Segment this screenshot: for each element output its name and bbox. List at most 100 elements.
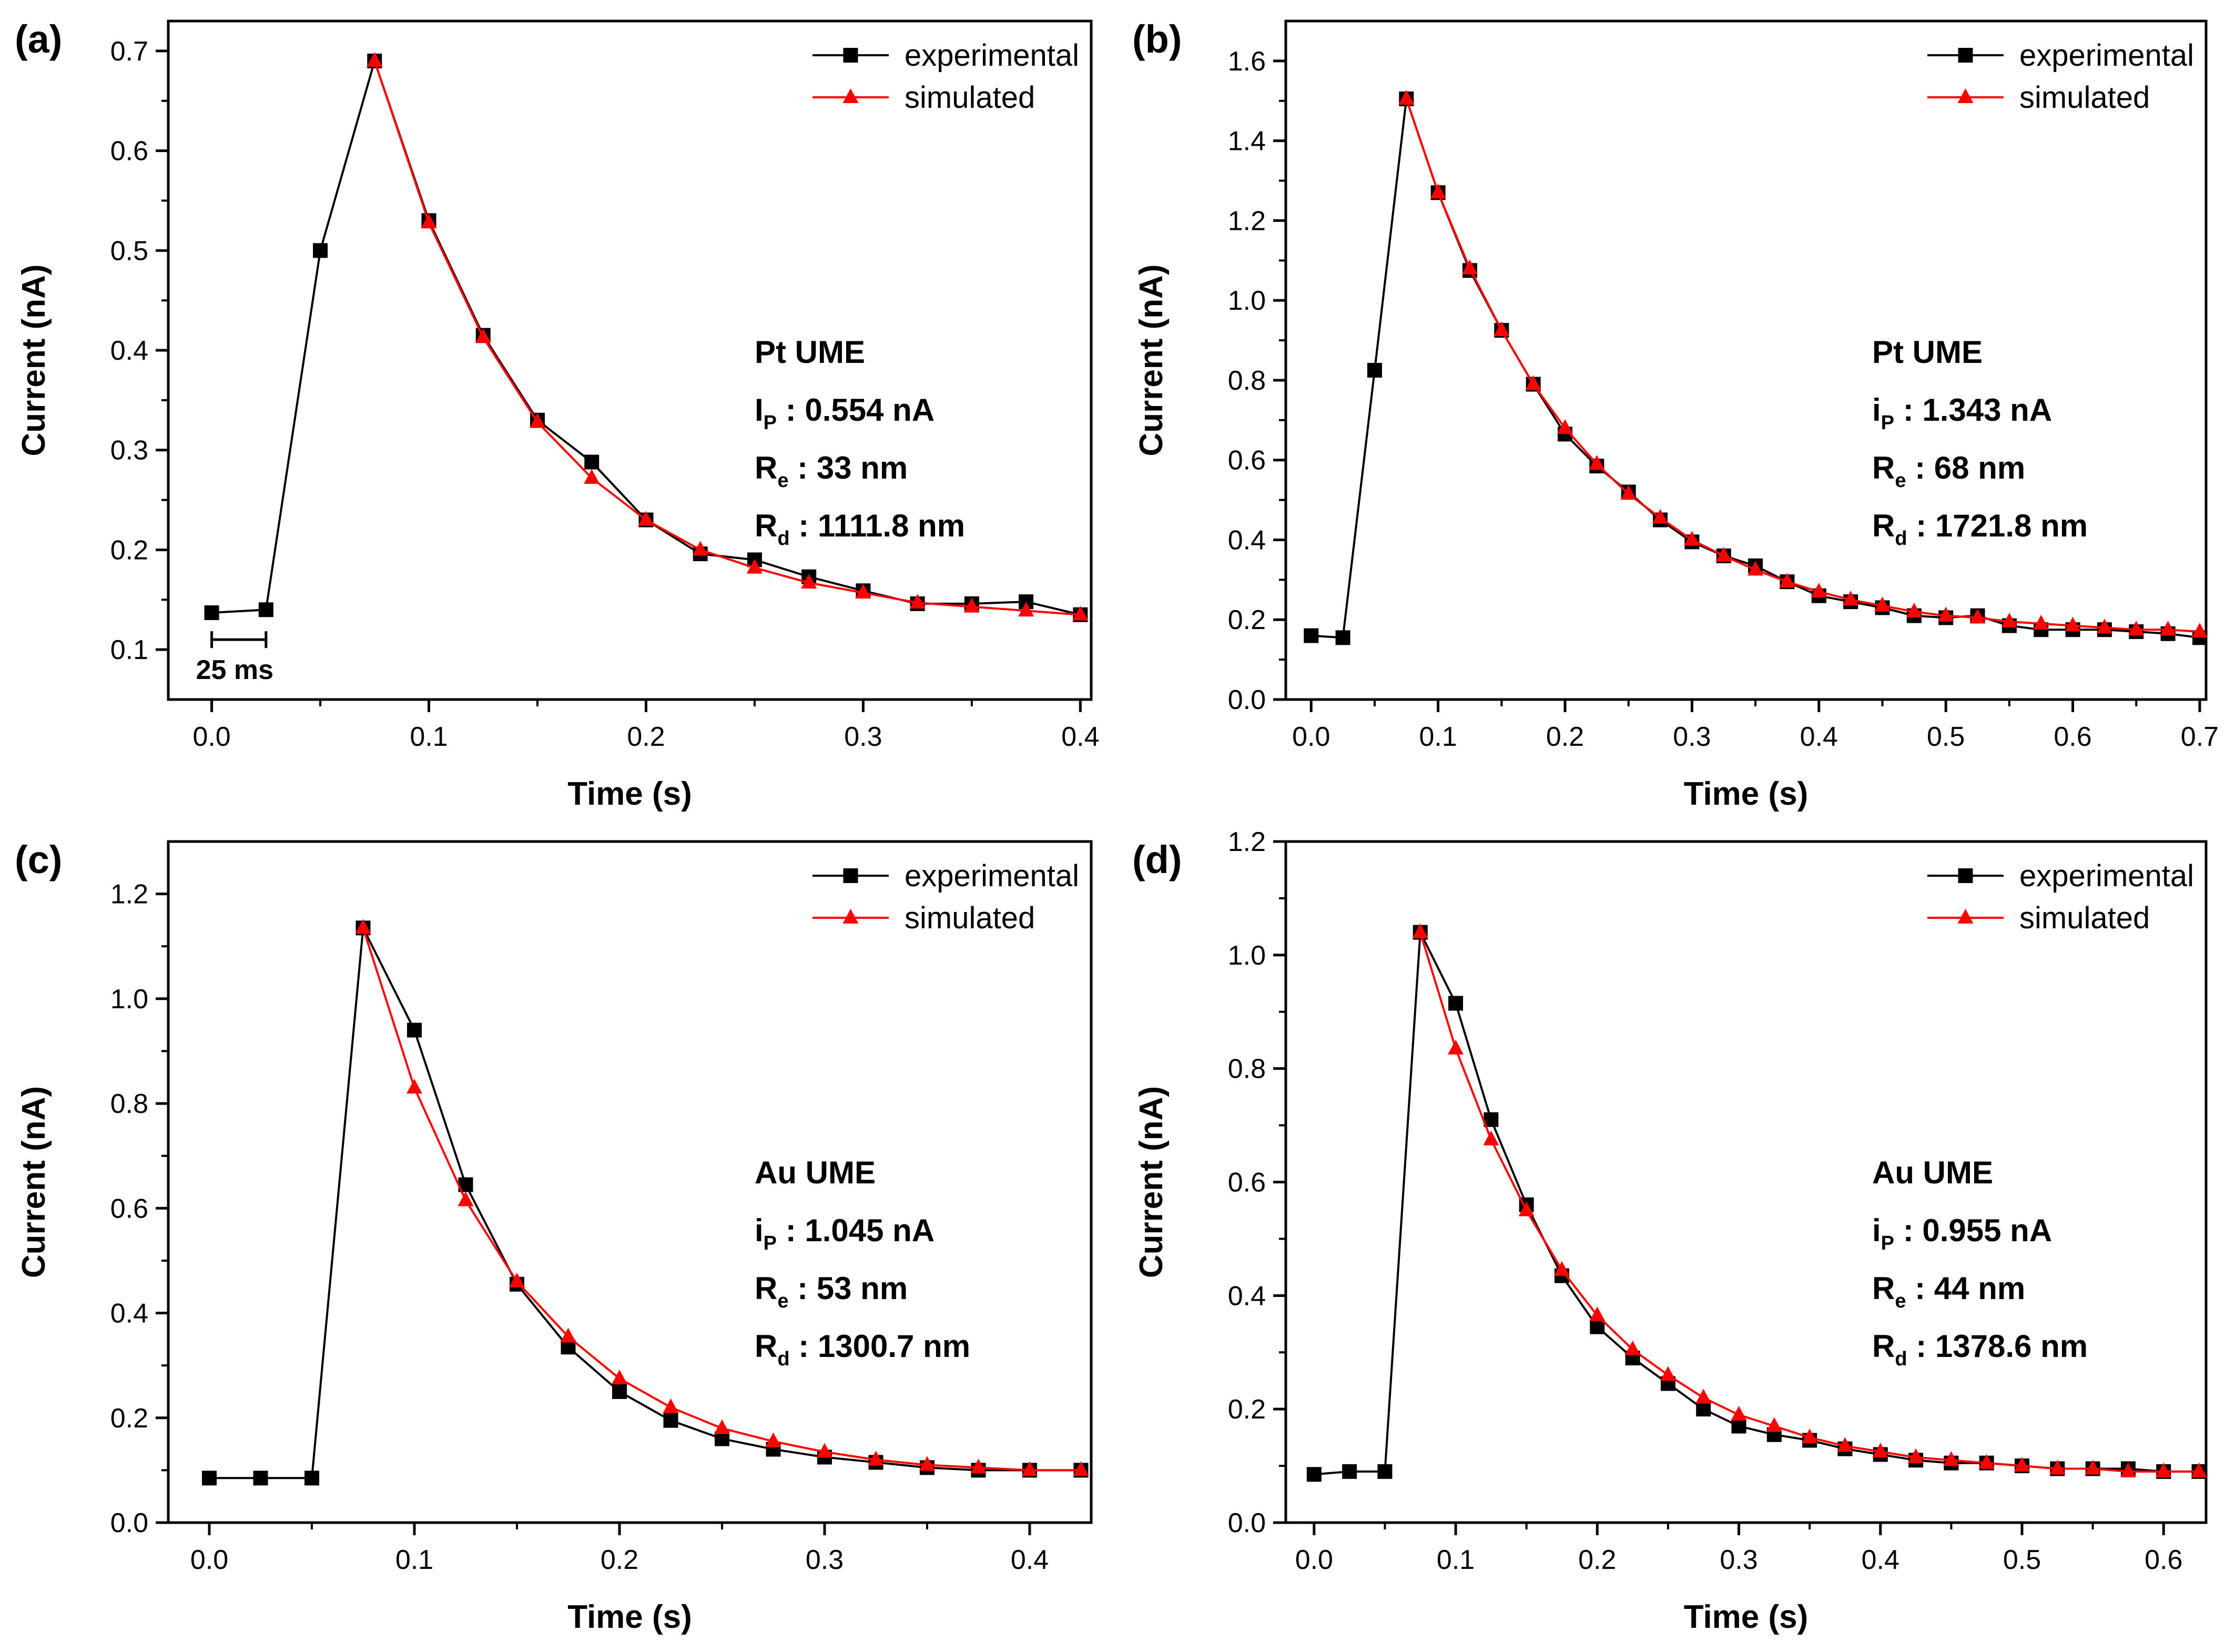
annotation-line: iP : 0.955 nA — [1872, 1213, 2052, 1254]
data-point — [530, 413, 545, 428]
legend-label: experimental — [905, 38, 1079, 73]
x-tick-label: 0.4 — [1011, 1545, 1049, 1575]
annotation-value: : 44 nm — [1906, 1271, 2025, 1306]
legend-label: experimental — [2019, 859, 2194, 893]
x-tick-label: 0.4 — [1862, 1545, 1899, 1575]
annotation-title: Au UME — [1872, 1155, 1993, 1190]
annotation-symbol: I — [755, 392, 764, 428]
annotation-symbol: R — [1872, 1271, 1895, 1306]
legend-marker — [1957, 88, 1974, 103]
annotation-line: IP : 0.554 nA — [755, 392, 934, 434]
data-point — [1377, 1464, 1393, 1479]
x-tick-label: 0.2 — [627, 722, 665, 752]
annotation-symbol: R — [1872, 508, 1895, 543]
legend-label: simulated — [905, 901, 1035, 935]
data-point — [202, 1471, 217, 1486]
data-point — [1430, 184, 1446, 199]
annotation-line: iP : 1.045 nA — [755, 1213, 934, 1254]
series-line — [209, 924, 1081, 1479]
series-simulated — [1412, 923, 2207, 1477]
data-point — [2096, 619, 2112, 634]
data-point — [663, 1398, 679, 1413]
data-point — [1696, 1402, 1711, 1417]
legend-marker — [1958, 48, 1973, 63]
data-point — [1660, 1366, 1676, 1381]
y-axis-label: Current (nA) — [1133, 1086, 1170, 1278]
annotation-value: : 0.554 nA — [777, 392, 934, 428]
x-tick-label: 0.1 — [1419, 722, 1457, 752]
x-tick-label: 0.0 — [1292, 722, 1330, 752]
annotation-symbol: R — [1872, 1329, 1895, 1364]
data-point — [638, 511, 654, 526]
data-point — [1874, 596, 1891, 612]
data-point — [2033, 614, 2049, 630]
y-tick-label: 0.0 — [110, 1508, 148, 1538]
data-point — [1843, 591, 1859, 606]
data-point — [1748, 561, 1764, 576]
data-point — [253, 1471, 268, 1486]
data-point — [1448, 996, 1464, 1011]
annotation-title: Pt UME — [755, 335, 865, 370]
x-tick-label: 0.1 — [395, 1545, 433, 1575]
data-point — [2065, 616, 2081, 632]
y-tick-label: 1.2 — [110, 879, 148, 910]
y-tick-label: 0.1 — [110, 635, 148, 665]
data-point — [612, 1384, 627, 1399]
series-line — [1405, 98, 2200, 633]
data-point — [714, 1419, 730, 1434]
annotation-value: : 1378.6 nm — [1907, 1329, 2088, 1364]
data-point — [1766, 1417, 1782, 1432]
data-point — [1908, 1448, 1924, 1463]
series-simulated — [1398, 89, 2208, 637]
y-tick-label: 1.0 — [1228, 286, 1266, 316]
data-point — [1906, 603, 1922, 618]
data-point — [2014, 1457, 2030, 1472]
data-point — [909, 593, 926, 609]
data-point — [1073, 1461, 1089, 1476]
data-point — [1018, 602, 1034, 617]
legend: experimental simulated — [812, 38, 1079, 115]
data-point — [801, 574, 817, 589]
data-point — [1624, 1340, 1641, 1355]
data-point — [1589, 455, 1605, 470]
y-tick-label: 0.4 — [110, 336, 148, 366]
annotation-line: Re : 44 nm — [1872, 1271, 2025, 1312]
y-tick-label: 0.2 — [1228, 605, 1266, 635]
data-point — [868, 1451, 884, 1466]
annotation-value: : 1.343 nA — [1894, 392, 2052, 428]
data-point — [2128, 621, 2145, 636]
y-tick-label: 0.8 — [110, 1089, 148, 1119]
legend: experimental simulated — [812, 859, 1079, 935]
y-tick-label: 1.0 — [110, 984, 148, 1015]
legend-label: simulated — [2019, 901, 2150, 935]
legend-label: simulated — [2019, 80, 2150, 115]
data-point — [458, 1191, 474, 1207]
legend-label: experimental — [905, 859, 1079, 893]
chart-panel-2: 0.0 0.1 0.2 0.3 0.4 0.5 0.6 0.7 0.0 0.2 0.4 0.6 0.8 1… — [1132, 17, 2219, 812]
data-point — [1938, 606, 1954, 622]
annotation-value: : 68 nm — [1906, 450, 2025, 485]
x-tick-label: 0.1 — [1437, 1545, 1475, 1575]
x-tick-label: 0.2 — [601, 1545, 638, 1575]
data-point — [1462, 259, 1478, 275]
data-point — [1684, 531, 1700, 546]
y-tick-label: 1.4 — [1228, 126, 1266, 157]
data-point — [746, 559, 763, 574]
annotation-subscript: e — [1895, 1290, 1906, 1312]
data-point — [1695, 1389, 1712, 1404]
data-point — [1872, 1443, 1888, 1458]
x-tick-label: 0.7 — [2181, 722, 2219, 752]
annotation-value: : 1.045 nA — [777, 1213, 934, 1248]
annotation-line: Re : 53 nm — [755, 1271, 908, 1312]
y-tick-label: 0.6 — [110, 136, 148, 167]
y-tick-label: 0.2 — [110, 535, 148, 565]
panel-label: (a) — [15, 17, 62, 61]
series-line — [1311, 98, 2200, 639]
data-point — [2156, 1462, 2172, 1477]
annotation-symbol: i — [1872, 1213, 1881, 1248]
panel-label: (c) — [15, 838, 62, 881]
x-tick-label: 0.4 — [1061, 722, 1099, 752]
